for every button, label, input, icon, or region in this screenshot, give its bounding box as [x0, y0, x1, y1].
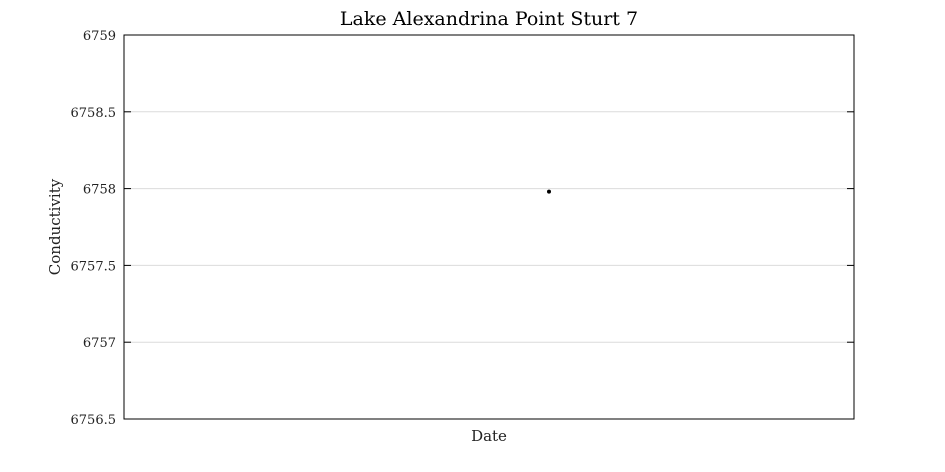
y-tick-label: 6756.5	[71, 413, 117, 428]
y-axis-label: Conductivity	[46, 178, 64, 275]
y-tick-label: 6758	[83, 183, 116, 198]
data-points	[547, 189, 551, 194]
chart-title: Lake Alexandrina Point Sturt 7	[340, 8, 638, 30]
y-tick-label: 6758.5	[71, 106, 117, 121]
grid-lines	[124, 111, 854, 343]
y-tick-label: 6757.5	[71, 259, 117, 274]
y-tick-label: 6759	[83, 29, 116, 44]
y-tick-label: 6757	[83, 336, 116, 351]
x-axis-label: Date	[471, 427, 507, 445]
plot-area	[123, 34, 855, 420]
y-ticks: 6756.5 6757 6757.5 6758 6758.5 6759	[71, 29, 854, 428]
data-point	[547, 189, 551, 194]
